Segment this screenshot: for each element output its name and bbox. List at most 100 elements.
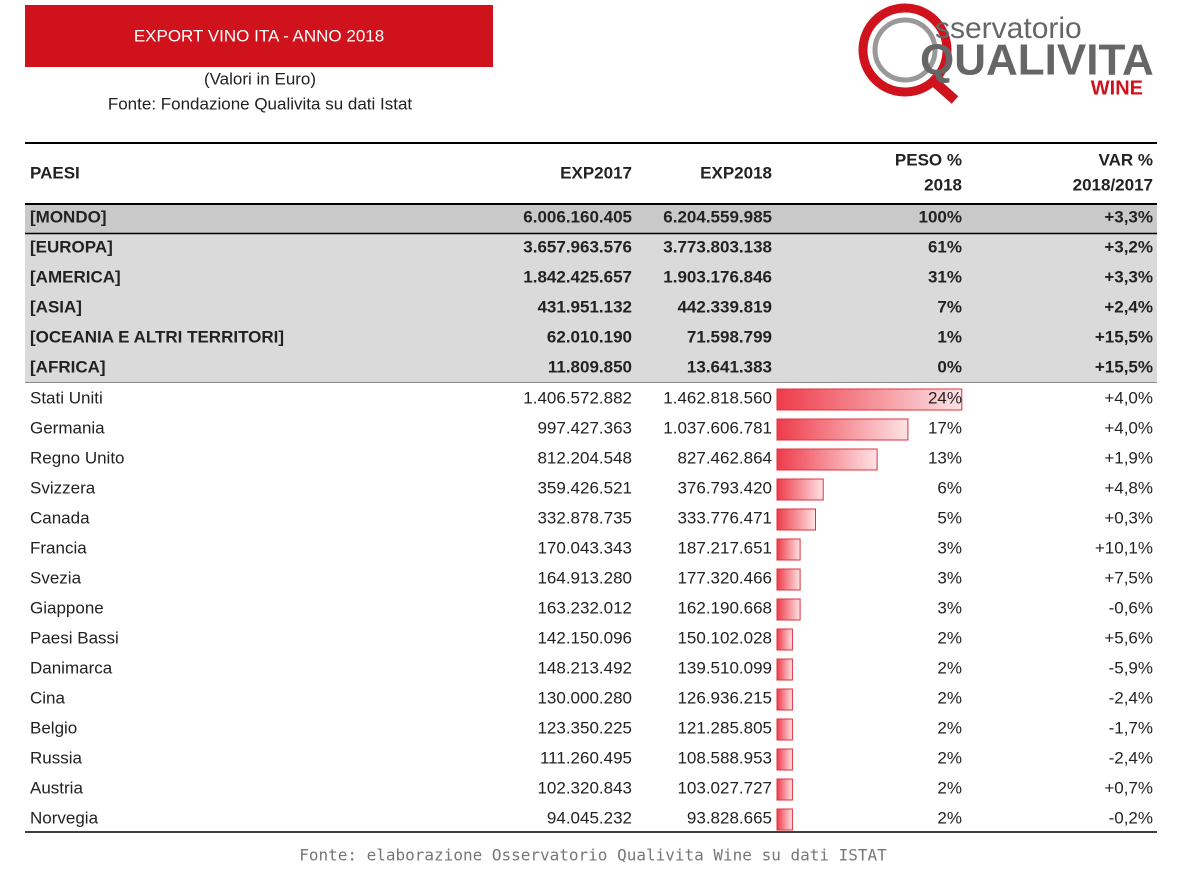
cell: 3.773.803.138 — [663, 237, 772, 256]
cell: 827.462.864 — [677, 448, 772, 467]
cell: 111.260.495 — [540, 748, 632, 767]
cell: +5,6% — [1104, 628, 1153, 647]
cell: 24% — [928, 388, 962, 407]
cell: 102.320.843 — [537, 778, 632, 797]
cell: 163.232.012 — [537, 598, 632, 617]
cell: 139.510.099 — [677, 658, 772, 677]
cell: 997.427.363 — [537, 418, 632, 437]
cell: 2% — [937, 778, 962, 797]
data-bar — [776, 448, 878, 471]
cell: 2% — [937, 748, 962, 767]
cell: 100% — [919, 207, 962, 226]
cell: 148.213.492 — [537, 658, 632, 677]
cell: 108.588.953 — [677, 748, 772, 767]
data-bar — [776, 478, 824, 501]
cell: 1.903.176.846 — [663, 267, 772, 286]
data-bar — [776, 568, 801, 591]
footer: Fonte: elaborazione Osservatorio Qualivi… — [299, 846, 887, 865]
cell: +3,2% — [1104, 237, 1153, 256]
cell: [MONDO] — [30, 207, 106, 226]
band — [25, 204, 1157, 233]
cell: 3% — [937, 538, 962, 557]
cell: +1,9% — [1104, 448, 1153, 467]
cell: 130.000.280 — [537, 688, 632, 707]
cell: +0,3% — [1104, 508, 1153, 527]
subtitle: (Valori in Euro) — [204, 69, 316, 88]
column-header: PAESI — [30, 163, 80, 182]
cell: 13.641.383 — [687, 357, 772, 376]
cell: Giappone — [30, 598, 104, 617]
cell: -5,9% — [1109, 658, 1153, 677]
cell: 0% — [937, 357, 962, 376]
cell: 2% — [937, 718, 962, 737]
data-bar — [776, 658, 793, 681]
cell: 126.936.215 — [677, 688, 772, 707]
cell: Svizzera — [30, 478, 96, 497]
data-bar — [776, 808, 793, 831]
logo-inner — [872, 17, 938, 83]
cell: 3.657.963.576 — [523, 237, 632, 256]
cell: 1% — [937, 327, 962, 346]
cell: +4,0% — [1104, 418, 1153, 437]
cell: 13% — [928, 448, 962, 467]
cell: 1.406.572.882 — [523, 388, 632, 407]
cell: 376.793.420 — [677, 478, 772, 497]
cell: Paesi Bassi — [30, 628, 119, 647]
column-header: 2018 — [924, 175, 962, 194]
cell: -2,4% — [1109, 748, 1153, 767]
band — [25, 234, 1157, 382]
cell: Austria — [30, 778, 83, 797]
data-bar — [776, 388, 963, 411]
cell: Germania — [30, 418, 105, 437]
title-box — [25, 5, 493, 67]
cell: +4,8% — [1104, 478, 1153, 497]
column-header: 2018/2017 — [1073, 175, 1153, 194]
cell: -0,2% — [1109, 808, 1153, 827]
logo-ring — [858, 3, 952, 97]
column-header: PESO % — [895, 150, 962, 169]
cell: +10,1% — [1095, 538, 1153, 557]
cell: 3% — [937, 568, 962, 587]
cell: 177.320.466 — [677, 568, 772, 587]
cell: 142.150.096 — [537, 628, 632, 647]
cell: +7,5% — [1104, 568, 1153, 587]
data-bar — [776, 718, 793, 741]
logo-handle — [926, 74, 959, 104]
cell: 61% — [928, 237, 962, 256]
data-bar — [776, 688, 793, 711]
cell: 123.350.225 — [537, 718, 632, 737]
cell: +4,0% — [1104, 388, 1153, 407]
cell: 6.204.559.985 — [663, 207, 772, 226]
cell: 2% — [937, 658, 962, 677]
cell: +0,7% — [1104, 778, 1153, 797]
cell: Regno Unito — [30, 448, 125, 467]
cell: 94.045.232 — [547, 808, 632, 827]
cell: [ASIA] — [30, 297, 82, 316]
cell: 3% — [937, 598, 962, 617]
column-header: EXP2018 — [700, 163, 772, 182]
cell: +2,4% — [1104, 297, 1153, 316]
cell: 17% — [928, 418, 962, 437]
cell: 812.204.548 — [537, 448, 632, 467]
cell: [EUROPA] — [30, 237, 113, 256]
cell: Danimarca — [30, 658, 113, 677]
cell: 359.426.521 — [537, 478, 632, 497]
cell: Cina — [30, 688, 66, 707]
cell: 6.006.160.405 — [523, 207, 632, 226]
logo-text: sservatorio — [935, 12, 1082, 45]
cell: 162.190.668 — [677, 598, 772, 617]
data-bar — [776, 628, 793, 651]
cell: 31% — [928, 267, 962, 286]
cell: 2% — [937, 628, 962, 647]
data-bar — [776, 778, 793, 801]
logo-text: QUALIVITA — [920, 36, 1154, 85]
cell: -1,7% — [1109, 718, 1153, 737]
cell: 103.027.727 — [677, 778, 772, 797]
cell: 71.598.799 — [687, 327, 772, 346]
cell: 5% — [937, 508, 962, 527]
cell: Svezia — [30, 568, 82, 587]
logo: sservatorio QUALIVITA WINE — [858, 3, 1154, 104]
cell: 11.809.850 — [548, 357, 632, 376]
data-bar — [776, 748, 793, 771]
